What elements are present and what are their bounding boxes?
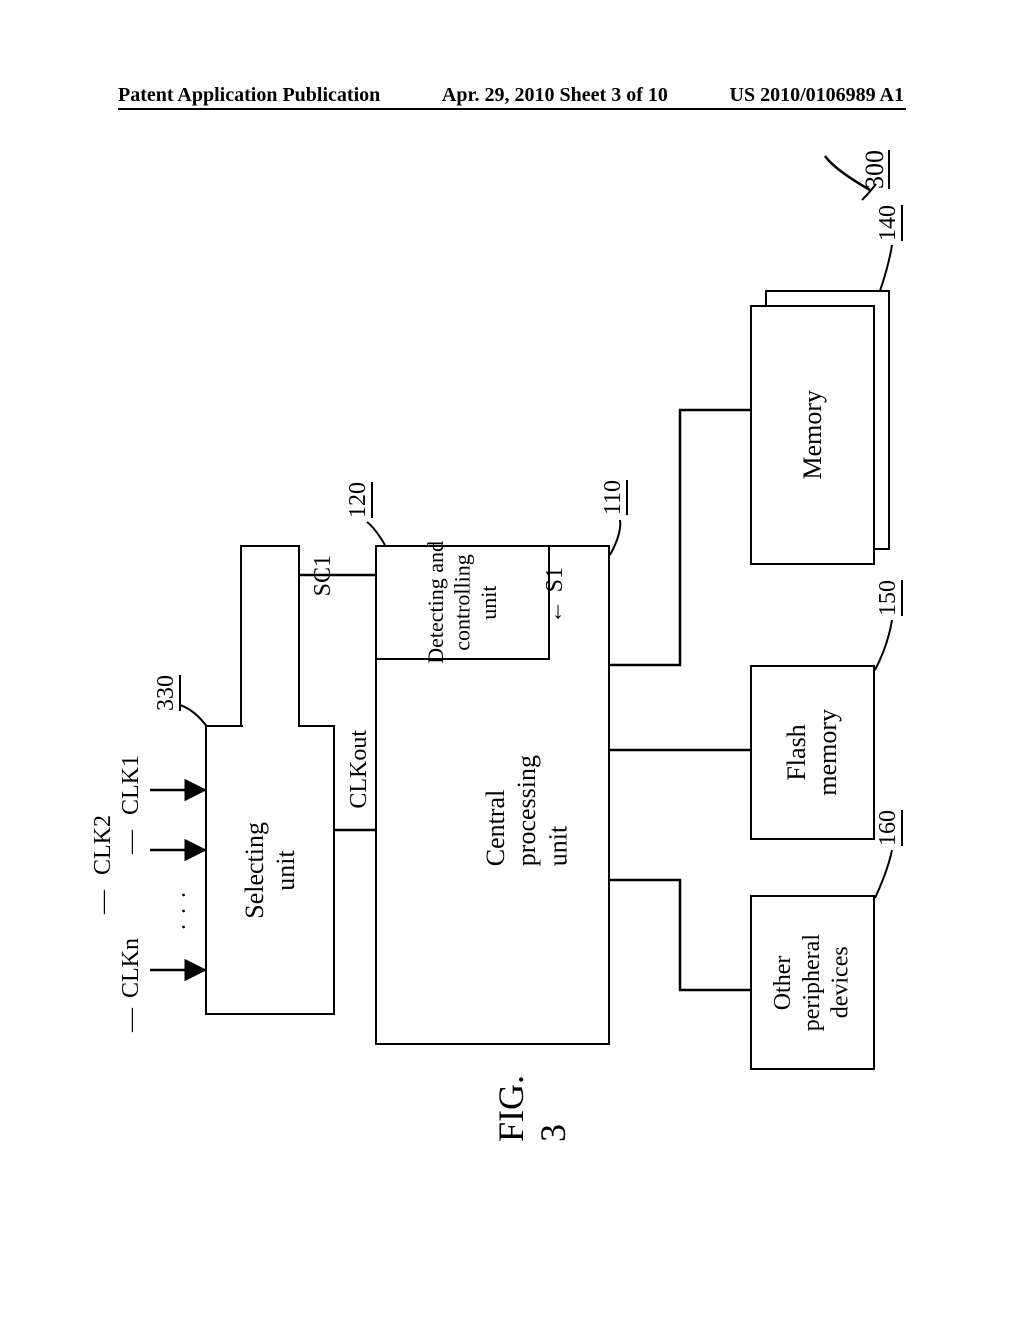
figure-caption: FIG. 3 (490, 1075, 574, 1142)
clk1-label: CLK1 (118, 755, 145, 815)
s1-label: S1 (542, 567, 569, 592)
header-rule (118, 108, 906, 110)
detect-label: Detecting and controlling unit (423, 541, 502, 664)
ref-150: 150 (875, 580, 902, 616)
clkn-label: CLKn (118, 938, 145, 998)
header-mid: Apr. 29, 2010 Sheet 3 of 10 (442, 84, 668, 107)
page-header: Patent Application Publication Apr. 29, … (0, 84, 1024, 107)
ref-330: 330 (153, 675, 180, 711)
header-right: US 2010/0106989 A1 (730, 84, 904, 107)
other-block: Other peripheral devices (750, 895, 875, 1070)
other-label: Other peripheral devices (769, 934, 855, 1031)
sc1-label: SC1 (310, 555, 337, 596)
block-diagram: Central processing unit Detecting and co… (100, 130, 924, 1130)
flash-block: Flash memory (750, 665, 875, 840)
clk2-label: CLK2 (90, 815, 117, 875)
memory-label: Memory (797, 390, 828, 480)
selecting-block: Selecting unit (205, 725, 335, 1015)
memory-block: Memory (750, 305, 875, 565)
cpu-label: Central processing unit (480, 755, 574, 866)
selecting-label: Selecting unit (239, 822, 301, 919)
clk1-dash: — (118, 830, 145, 854)
clkout-label: CLKout (346, 730, 373, 809)
ref-160: 160 (875, 810, 902, 846)
detect-block: Detecting and controlling unit (375, 545, 550, 660)
s1-arrow-indicator: ← (542, 600, 569, 624)
ref-120: 120 (345, 482, 372, 518)
ref-110: 110 (600, 480, 627, 515)
header-left: Patent Application Publication (118, 84, 380, 107)
clk2-dash: — (90, 890, 117, 914)
ref-300: 300 (860, 150, 890, 189)
clk-dots: . . . (165, 890, 192, 930)
ref-140: 140 (875, 205, 902, 241)
selecting-sc1-port (240, 545, 300, 725)
selecting-mask (243, 725, 298, 729)
clkn-dash: — (118, 1008, 145, 1032)
flash-label: Flash memory (781, 709, 843, 796)
